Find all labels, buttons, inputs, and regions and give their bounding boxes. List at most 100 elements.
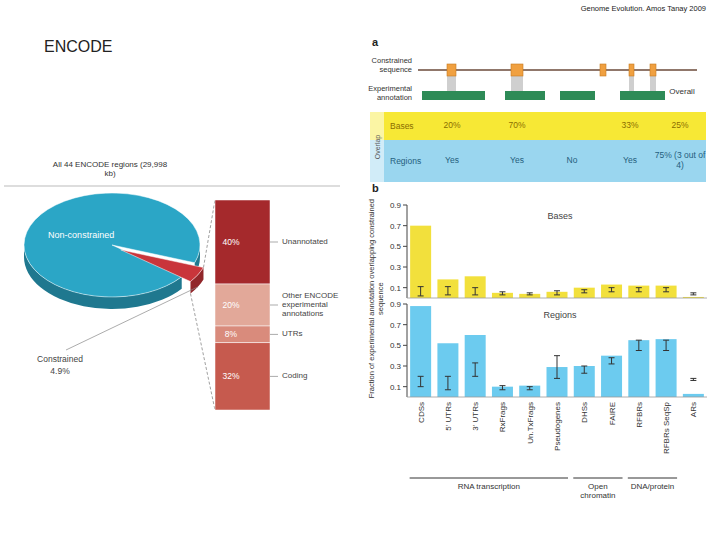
- chart-title: All 44 ENCODE regions (29,998 kb): [52, 160, 168, 178]
- bar: [410, 306, 431, 397]
- cell: Yes: [422, 156, 482, 166]
- group-label: DNA/protein: [628, 482, 677, 491]
- plot-area: [410, 306, 704, 397]
- category-label: RxFrags: [498, 402, 507, 432]
- row-label: Regions: [390, 156, 421, 166]
- expected-range: [418, 376, 424, 386]
- expected-range: [472, 288, 478, 295]
- band-bases: [370, 112, 706, 140]
- category-label: 3' UTRs: [471, 402, 480, 431]
- leader-line: [270, 334, 278, 335]
- row-label: Bases: [390, 121, 414, 131]
- constrained-block: [600, 64, 606, 76]
- constrained-block: [447, 64, 456, 76]
- bar: [601, 356, 622, 397]
- expected-range: [581, 366, 587, 373]
- category-label: Unannotated: [282, 237, 364, 246]
- category-label: CDSs: [417, 402, 426, 423]
- pie-slice: [121, 250, 204, 282]
- tick-label: 0.7: [390, 222, 402, 231]
- constrained-block: [629, 64, 634, 76]
- bar: [656, 339, 677, 397]
- tick-label: 0.1: [390, 383, 402, 392]
- bar: [628, 340, 649, 397]
- cell: 75% (3 out of 4): [650, 151, 710, 171]
- tick: [403, 345, 407, 346]
- expected-range: [581, 290, 587, 293]
- divider: [4, 186, 340, 187]
- expected-range: [690, 293, 696, 295]
- leader-line: [270, 376, 278, 377]
- stack-segment: [215, 343, 270, 410]
- panel-label: a: [372, 36, 379, 48]
- category-label: UTRs: [282, 330, 364, 339]
- annotation-block: [422, 91, 485, 100]
- zoom-line: [190, 294, 215, 410]
- overlap-connector: [650, 76, 656, 91]
- bar: [465, 276, 486, 298]
- expected-range: [499, 292, 505, 295]
- bar: [656, 286, 677, 298]
- y-axis: [407, 205, 408, 298]
- y-axis: [407, 304, 408, 397]
- track-label: Experimental annotation: [350, 85, 412, 102]
- plot-area: [410, 226, 704, 298]
- expected-range: [609, 288, 615, 292]
- overlap-connector: [447, 76, 456, 91]
- bar: [437, 279, 458, 298]
- cell: 25%: [650, 121, 710, 131]
- group-line: [573, 478, 622, 479]
- axis-title: Fraction of experimental annotation over…: [368, 199, 385, 399]
- bar: [465, 335, 486, 397]
- track-label: Constrained sequence: [350, 57, 412, 74]
- tick: [403, 366, 407, 367]
- tick-label: 0.1: [390, 284, 402, 293]
- bar: [437, 343, 458, 397]
- category-label: 5' UTRs: [444, 402, 453, 431]
- tick: [403, 287, 407, 288]
- overlap-connector: [511, 76, 523, 91]
- slice-value: 4.9%: [50, 366, 70, 376]
- tick-label: 0.3: [390, 263, 402, 272]
- panel-label: b: [372, 182, 379, 194]
- bar: [410, 226, 431, 298]
- tick: [403, 324, 407, 325]
- expected-range: [499, 386, 505, 390]
- expected-range: [418, 287, 424, 296]
- leader-line: [270, 242, 278, 243]
- zoom-line: [203, 200, 215, 268]
- category-label: Other ENCODE experimental annotations: [282, 291, 364, 319]
- category-label: DHSs: [580, 402, 589, 423]
- annotation-block: [505, 91, 545, 100]
- tick: [403, 246, 407, 247]
- data-label: 8%: [225, 329, 238, 339]
- leader-line: [66, 287, 198, 350]
- slice-label: Non-constrained: [48, 230, 114, 240]
- leader-line: [270, 305, 278, 306]
- tick: [403, 267, 407, 268]
- tick: [403, 386, 407, 387]
- group-label: RNA transcription: [410, 482, 568, 491]
- band-strip: [370, 112, 384, 182]
- category-label: ARs: [689, 402, 698, 417]
- category-label: RFBRs: [635, 402, 644, 428]
- expected-range: [663, 340, 669, 350]
- expected-range: [663, 288, 669, 292]
- cell: No: [542, 156, 602, 166]
- group-label: Open chromatin: [573, 482, 622, 500]
- tick-label: 0.7: [390, 321, 402, 330]
- category-label: Coding: [282, 372, 364, 381]
- cell: 33%: [600, 121, 660, 131]
- chart-title: Regions: [543, 310, 577, 320]
- source: Genome Evolution. Amos Tanay 2009: [581, 4, 706, 13]
- annotation-block: [620, 91, 665, 100]
- constrained-block: [511, 64, 523, 76]
- tick-label: 0.9: [390, 201, 402, 210]
- tick: [403, 225, 407, 226]
- data-label: 32%: [222, 371, 239, 381]
- tick: [403, 304, 407, 305]
- category-label: FAIRE: [608, 402, 617, 425]
- cell: 20%: [422, 121, 482, 131]
- pie-slice: [24, 193, 200, 297]
- expected-range: [445, 376, 451, 389]
